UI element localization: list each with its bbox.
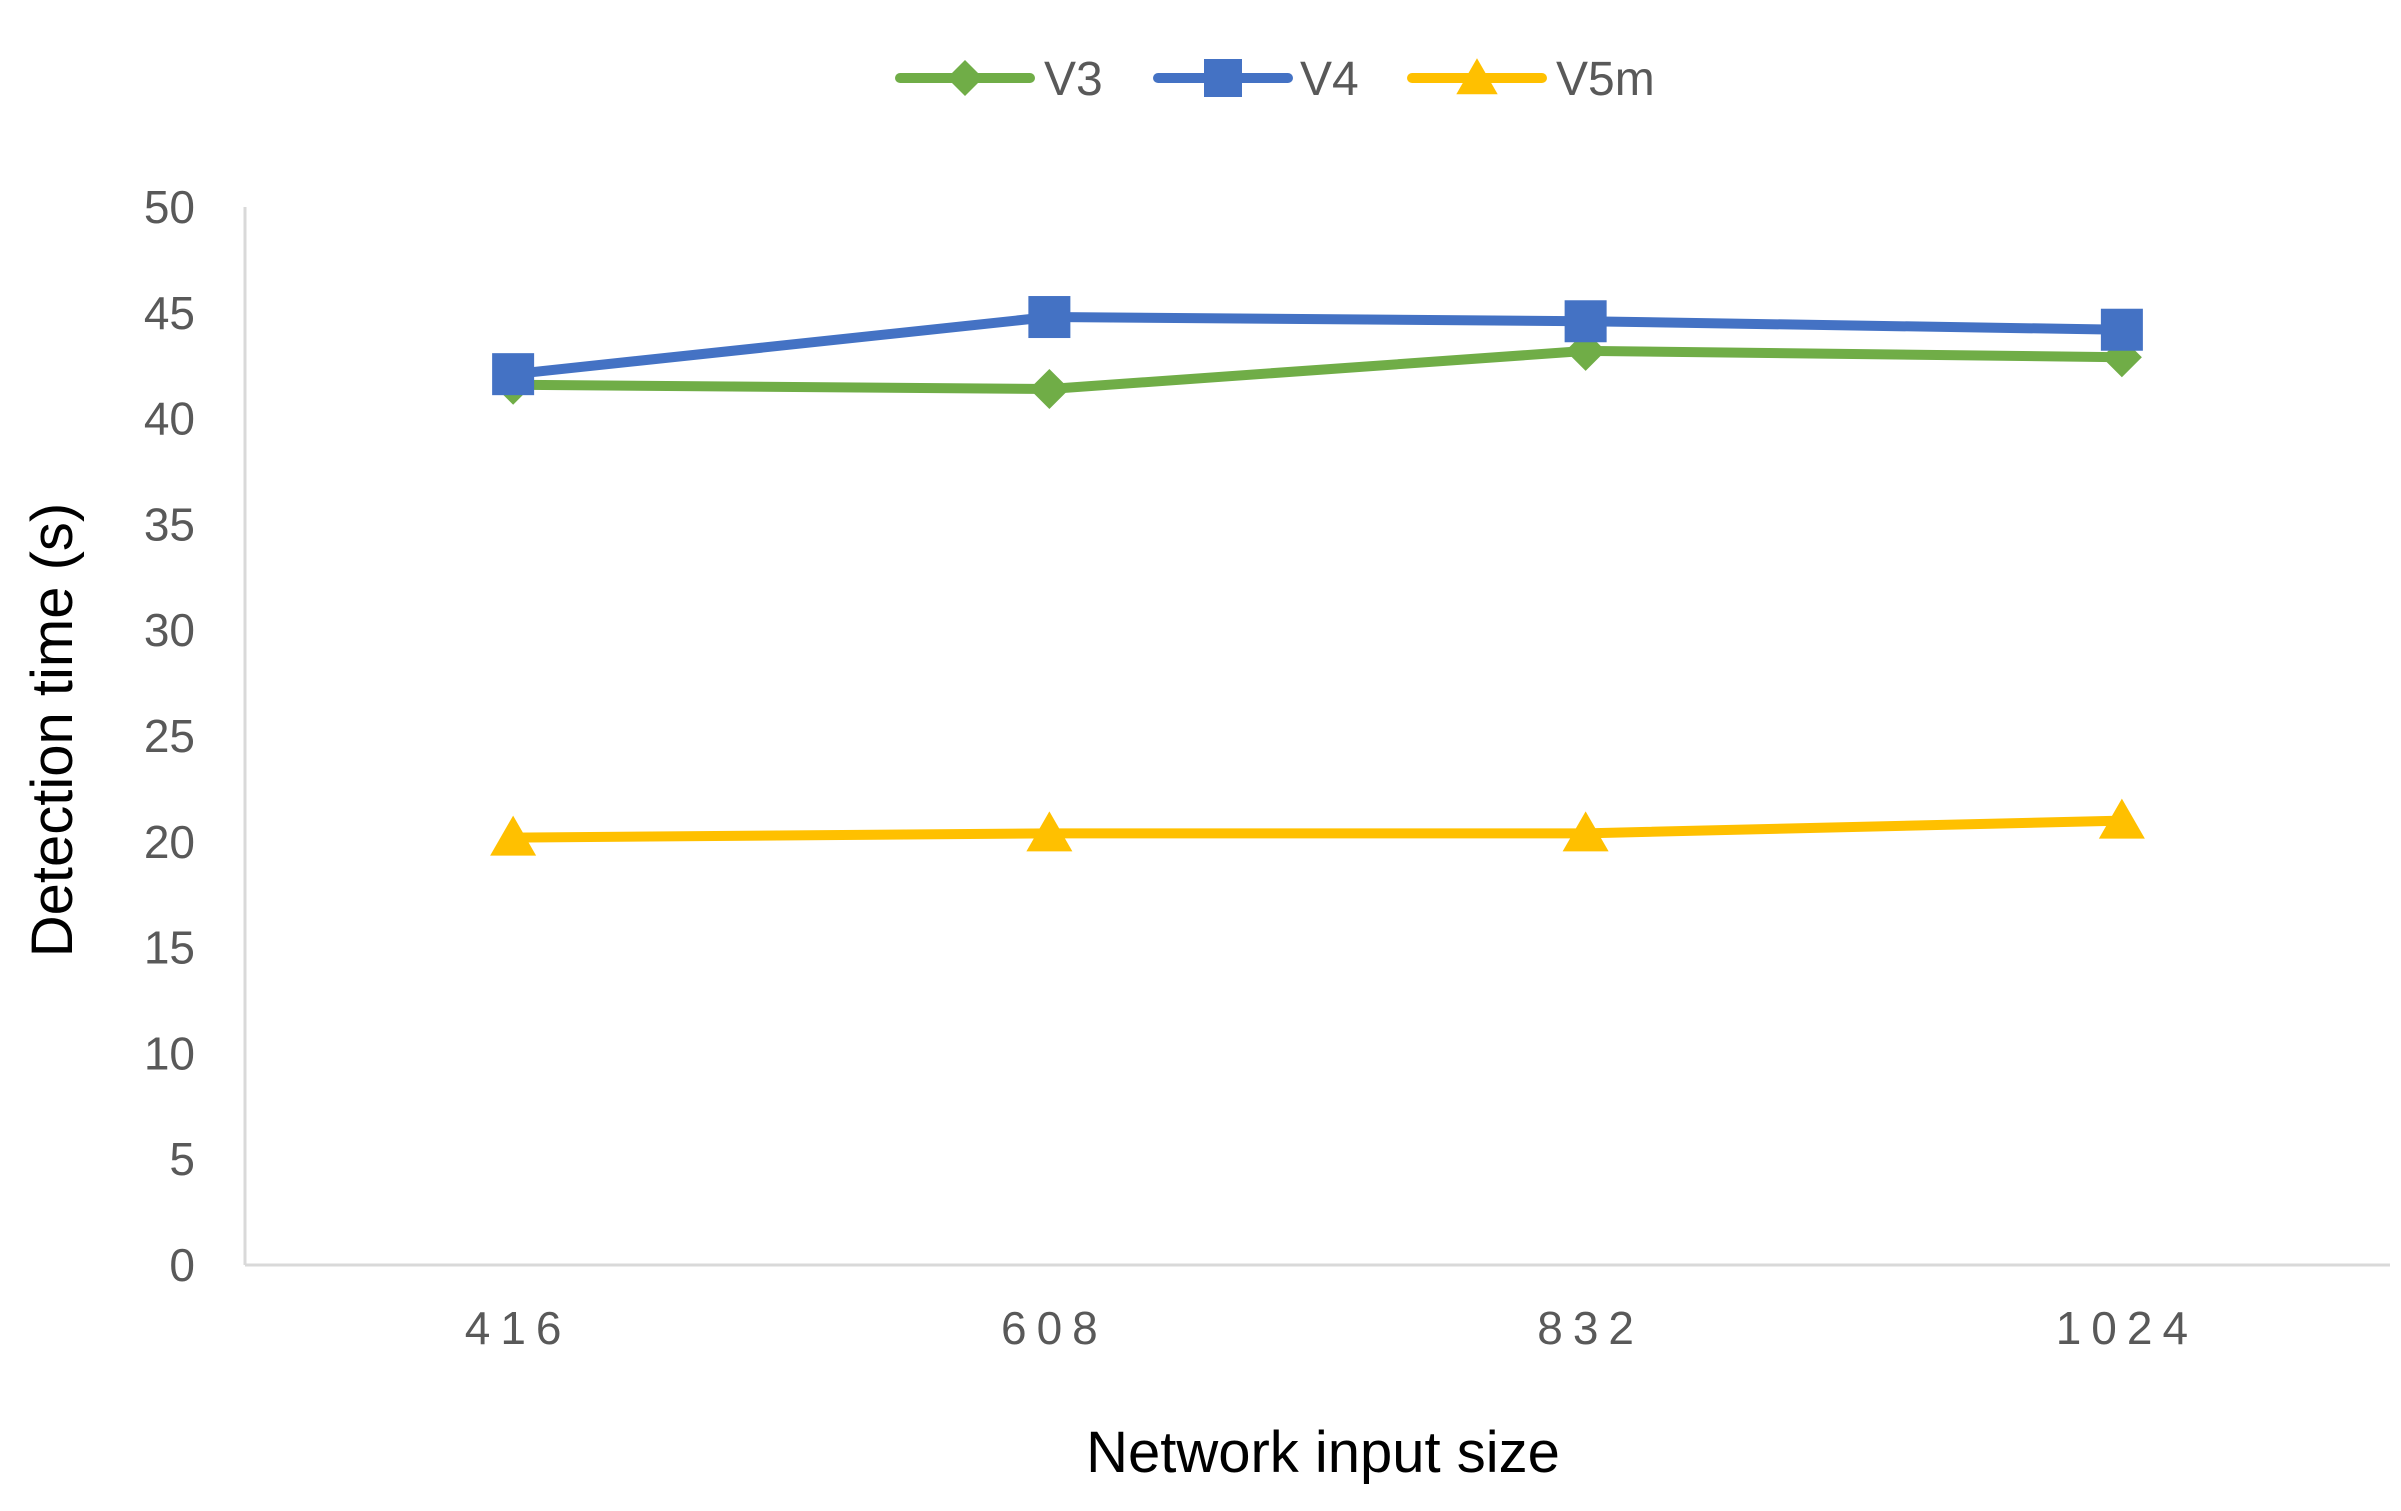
- y-tick-label: 20: [144, 816, 195, 868]
- y-tick-label: 25: [144, 710, 195, 762]
- legend-item-v4: V4: [1153, 53, 1359, 106]
- legend-item-v5m: V5m: [1407, 53, 1655, 106]
- data-point: [492, 353, 535, 396]
- data-point: [2098, 798, 2145, 839]
- data-point: [1026, 811, 1073, 852]
- data-point: [2100, 308, 2143, 351]
- x-tick-label: 608: [1001, 1302, 1108, 1354]
- legend-marker: [947, 60, 983, 96]
- legend-item-v3: V3: [895, 53, 1103, 106]
- legend-marker: [1456, 58, 1498, 95]
- legend-label: V5m: [1556, 53, 1655, 106]
- y-tick-label: 35: [144, 498, 195, 550]
- y-tick-label: 0: [169, 1239, 195, 1291]
- data-point: [1029, 368, 1070, 409]
- series-layer: [490, 296, 2145, 856]
- legend-marker: [1204, 59, 1242, 97]
- series-line: [508, 815, 2127, 843]
- series-line: [508, 312, 2127, 380]
- y-axis-title: Detection time (s): [20, 503, 85, 957]
- data-point: [1562, 811, 1609, 852]
- data-point: [490, 815, 537, 856]
- y-axis-ticks: 0 5 10 15 20 25 30 35 40 45 50: [144, 181, 195, 1291]
- y-tick-label: 5: [169, 1133, 195, 1185]
- y-tick-label: 50: [144, 181, 195, 233]
- y-tick-label: 15: [144, 922, 195, 974]
- legend: V3 V4 V5m: [895, 53, 1655, 106]
- series-v4: [492, 296, 2143, 396]
- series-v3: [493, 330, 2142, 409]
- data-point: [1028, 296, 1071, 339]
- y-tick-label: 30: [144, 604, 195, 656]
- y-tick-label: 40: [144, 393, 195, 445]
- y-tick-label: 45: [144, 287, 195, 339]
- legend-label: V3: [1044, 53, 1103, 106]
- y-tick-label: 10: [144, 1027, 195, 1079]
- x-tick-label: 416: [465, 1302, 572, 1354]
- x-axis-title: Network input size: [1086, 1420, 1560, 1485]
- legend-label: V4: [1300, 53, 1359, 106]
- data-point: [1564, 300, 1607, 343]
- x-tick-label: 832: [1537, 1302, 1644, 1354]
- series-line: [508, 345, 2127, 394]
- x-axis-ticks: 416 608 832 1024: [465, 1302, 2198, 1354]
- series-v5m: [490, 798, 2145, 856]
- x-tick-label: 1024: [2056, 1302, 2198, 1354]
